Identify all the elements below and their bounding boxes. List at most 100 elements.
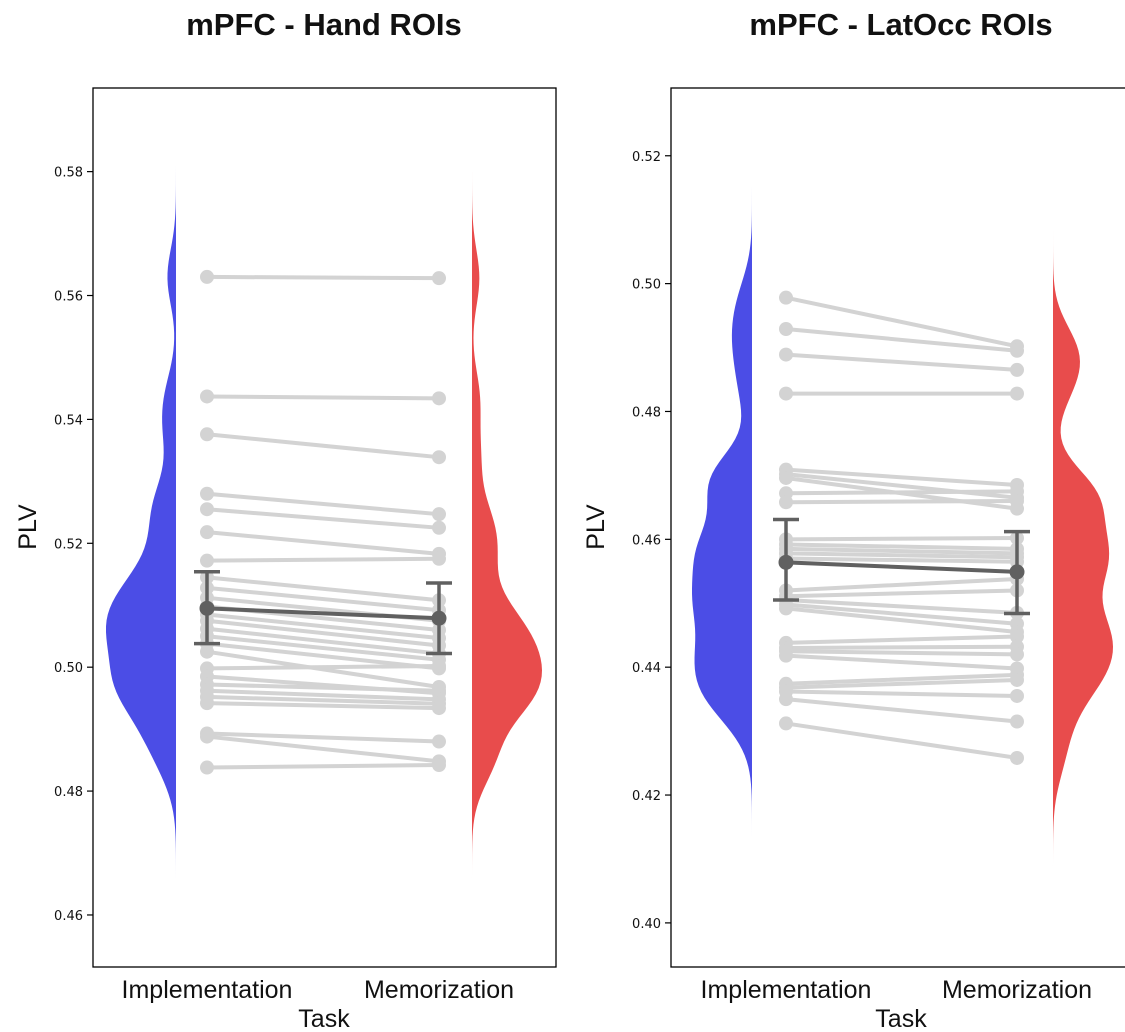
point-memorization [1010,647,1024,662]
density-cloud-memorization [1053,213,1113,872]
pair-line [205,663,441,671]
pair-line [205,585,441,613]
point-implementation [779,386,793,401]
point-implementation [779,347,793,362]
y-tick-label: 0.42 [632,789,661,804]
point-implementation [779,692,793,707]
point-implementation [779,648,793,663]
point-implementation [200,760,214,775]
point-memorization [1010,484,1024,499]
pair-line [205,618,441,648]
point-memorization [1010,714,1024,729]
pair-line [205,507,441,530]
point-memorization [1010,362,1024,377]
pair-line [784,634,1019,645]
point-memorization [432,450,446,465]
mean-point-memorization [431,610,447,626]
pair-line [205,701,441,711]
point-memorization [432,734,446,749]
pair-line [205,432,441,460]
point-memorization [1010,386,1024,401]
pair-line [205,530,441,556]
y-tick-label: 0.48 [632,405,661,420]
pair-line [205,612,441,641]
point-memorization [432,701,446,716]
pair-line [784,556,1019,564]
x-axis-label: Task [298,1005,350,1032]
point-implementation [200,525,214,540]
point-implementation [779,322,793,337]
pair-line [784,697,1019,724]
y-tick-label: 0.46 [54,909,83,924]
y-tick-label: 0.50 [54,661,83,676]
density-clouds [692,168,1113,872]
pair-line [784,489,1019,496]
pair-line [784,295,1019,349]
point-implementation [779,716,793,731]
pair-line [784,689,1019,698]
pair-line [205,694,441,706]
y-tick-label: 0.48 [54,785,83,800]
pair-line [205,763,441,770]
mean-point-memorization [1009,564,1025,580]
point-memorization [432,271,446,286]
pair-line [784,551,1019,560]
y-axis-label: PLV [582,504,610,550]
pair-line [784,498,1019,505]
point-implementation [200,389,214,404]
point-memorization [1010,688,1024,703]
y-axis-ticks: 0.46 0.48 0.50 0.52 0.54 0.56 0.58 [54,166,93,924]
pair-line [784,542,1019,551]
point-memorization [432,507,446,522]
density-cloud-implementation [692,168,752,859]
y-tick-label: 0.52 [54,537,83,552]
pair-line [784,327,1019,353]
pair-line [205,634,441,662]
point-implementation [200,553,214,568]
y-axis-label: PLV [14,504,42,550]
pair-line [784,352,1019,372]
pair-line [784,672,1019,686]
pair-line [784,602,1019,626]
pair-line [205,575,441,603]
point-memorization [432,551,446,566]
pair-line [784,467,1019,487]
panel-hand-rois: mPFC - Hand ROIs 0.46 0.48 0.50 0.52 0.54 0.5… [14,7,557,1032]
x-axis-categories: Implementation Memorization [701,976,1093,1004]
y-tick-label: 0.56 [54,290,83,305]
pair-line [784,588,1019,599]
y-tick-label: 0.52 [632,150,661,165]
point-memorization [1010,343,1024,358]
y-tick-label: 0.40 [632,917,661,932]
pair-line [784,536,1019,542]
point-memorization [1010,672,1024,687]
mean-point-implementation [199,600,215,616]
point-memorization [432,391,446,406]
y-tick-label: 0.50 [632,278,661,293]
point-memorization [432,758,446,773]
pair-line [784,576,1019,593]
pair-line [205,491,441,517]
point-memorization [1010,629,1024,644]
x-axis-label: Task [875,1005,927,1032]
pair-line [784,598,1019,615]
point-implementation [200,644,214,659]
pair-line [205,556,441,563]
pair-line [205,731,441,744]
point-implementation [779,601,793,616]
y-tick-label: 0.44 [632,661,661,676]
pair-line [205,641,441,671]
point-memorization [432,520,446,535]
panel-title: mPFC - Hand ROIs [186,7,462,42]
point-memorization [1010,750,1024,765]
pair-line [205,626,441,656]
pair-line [205,394,441,401]
point-implementation [779,290,793,305]
pair-line [784,677,1019,690]
x-tick-label: Implementation [701,976,872,1004]
y-axis-ticks: 0.40 0.42 0.44 0.46 0.48 0.50 0.52 [632,150,671,932]
x-axis-categories: Implementation Memorization [122,976,515,1004]
y-tick-label: 0.46 [632,533,661,548]
point-implementation [779,470,793,485]
pair-line [784,649,1019,657]
